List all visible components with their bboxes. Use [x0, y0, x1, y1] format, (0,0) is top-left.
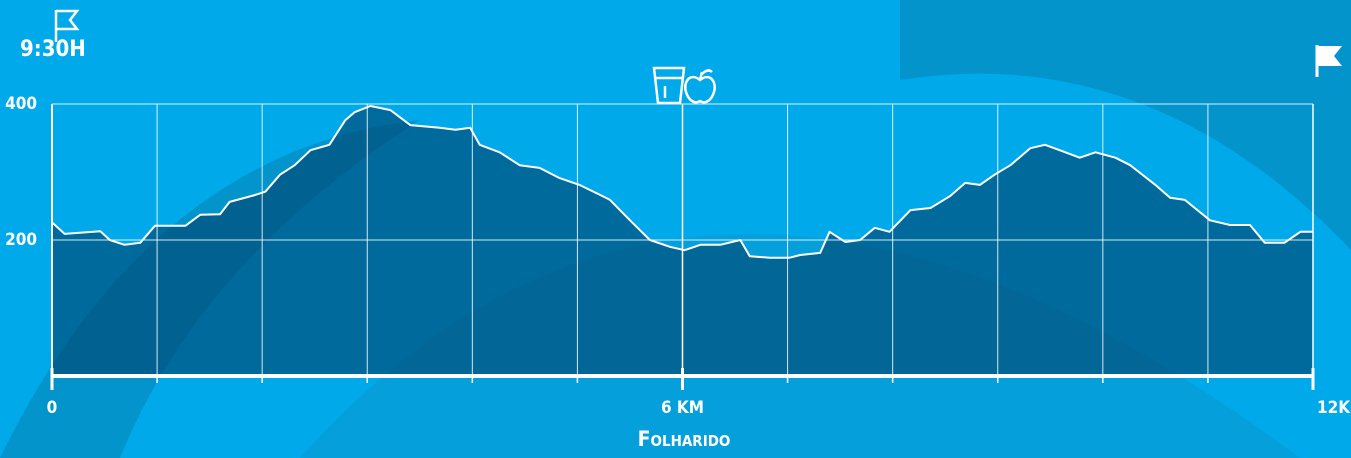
place-label: Folharido	[638, 427, 731, 451]
y-tick-label: 400	[5, 94, 37, 114]
chart: 9:30H Folharido 200 400 0 6 KM 12KM	[0, 0, 1351, 458]
y-tick-label: 200	[5, 230, 37, 250]
x-tick-label: 0	[47, 398, 58, 418]
x-tick-label: 12KM	[1317, 398, 1351, 418]
x-tick-label: 6 KM	[661, 398, 704, 418]
time-label: 9:30H	[20, 37, 86, 62]
